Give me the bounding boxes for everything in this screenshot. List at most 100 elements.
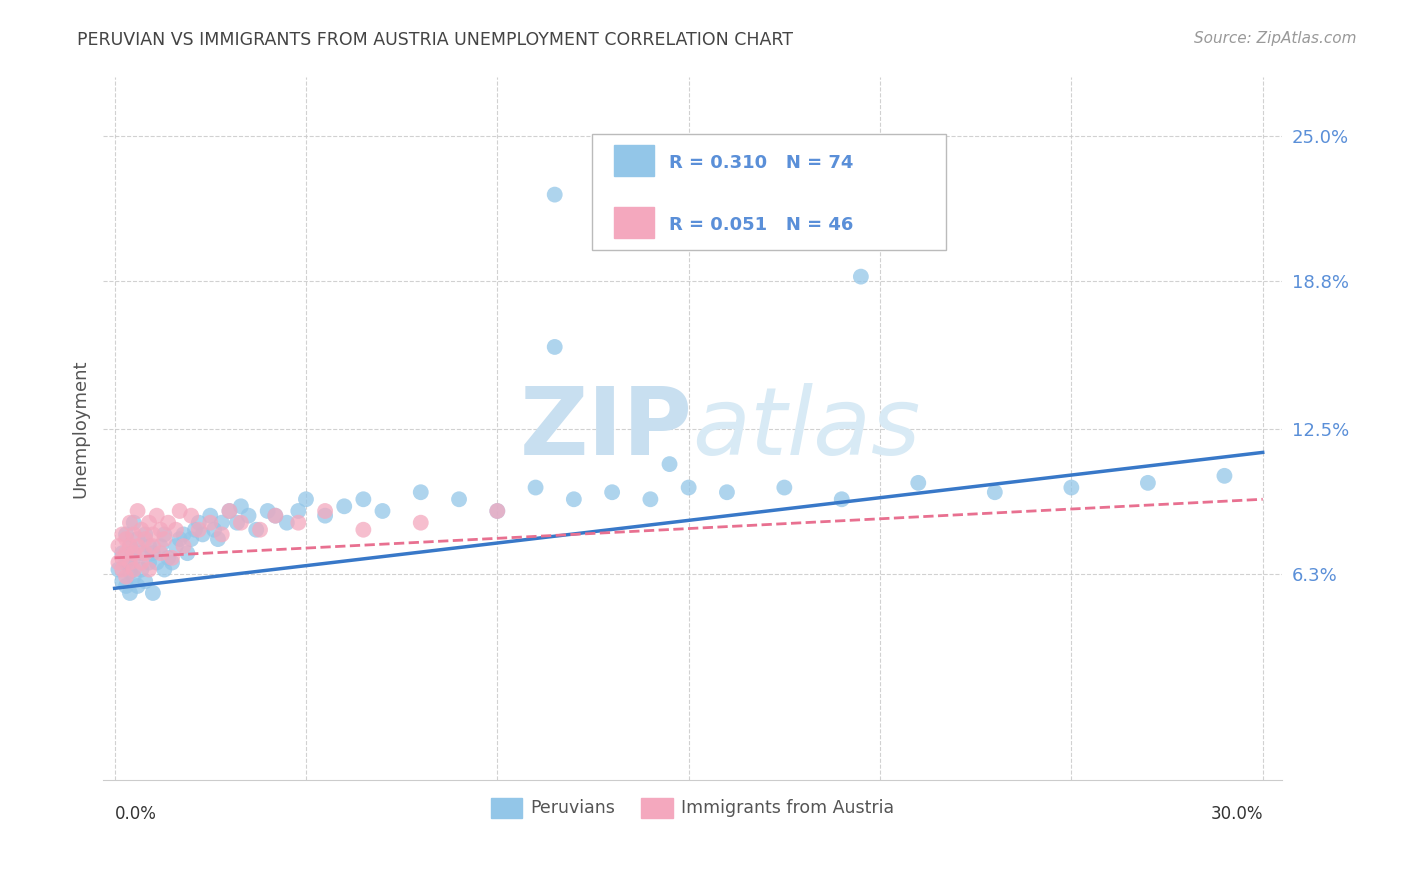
Point	[118, 516, 141, 530]
FancyBboxPatch shape	[613, 145, 654, 176]
Point	[256, 504, 278, 518]
Point	[134, 546, 156, 560]
Point	[111, 574, 134, 589]
Point	[640, 492, 662, 507]
Point	[200, 508, 222, 523]
Text: atlas: atlas	[693, 384, 921, 475]
Point	[118, 586, 141, 600]
Point	[211, 516, 233, 530]
Point	[562, 492, 585, 507]
Point	[773, 481, 796, 495]
Point	[544, 340, 567, 354]
Text: PERUVIAN VS IMMIGRANTS FROM AUSTRIA UNEMPLOYMENT CORRELATION CHART: PERUVIAN VS IMMIGRANTS FROM AUSTRIA UNEM…	[77, 31, 793, 49]
Point	[229, 500, 252, 514]
Point	[107, 556, 129, 570]
Point	[115, 579, 138, 593]
Point	[111, 550, 134, 565]
Point	[314, 508, 336, 523]
Point	[118, 539, 141, 553]
Text: ZIP: ZIP	[520, 383, 693, 475]
Point	[160, 556, 183, 570]
Point	[111, 563, 134, 577]
Point	[127, 539, 149, 553]
FancyBboxPatch shape	[613, 207, 654, 238]
Point	[409, 485, 432, 500]
Point	[1213, 468, 1236, 483]
Point	[145, 556, 167, 570]
Point	[218, 504, 240, 518]
Point	[134, 527, 156, 541]
FancyBboxPatch shape	[592, 134, 946, 250]
Point	[149, 523, 172, 537]
Point	[111, 527, 134, 541]
Point	[157, 550, 180, 565]
Point	[226, 516, 249, 530]
Point	[127, 504, 149, 518]
Point	[191, 527, 214, 541]
Point	[153, 563, 176, 577]
Point	[165, 539, 187, 553]
Point	[131, 546, 153, 560]
Point	[118, 565, 141, 579]
Point	[409, 516, 432, 530]
Point	[173, 539, 195, 553]
Point	[176, 546, 198, 560]
Point	[142, 539, 165, 553]
Point	[115, 527, 138, 541]
Point	[127, 579, 149, 593]
Point	[207, 532, 229, 546]
Point	[115, 546, 138, 560]
Point	[115, 569, 138, 583]
Point	[218, 504, 240, 518]
Point	[447, 492, 470, 507]
Y-axis label: Unemployment: Unemployment	[72, 359, 89, 499]
Point	[295, 492, 318, 507]
Point	[1136, 475, 1159, 490]
Point	[153, 527, 176, 541]
Point	[180, 508, 202, 523]
Point	[142, 586, 165, 600]
Point	[138, 539, 160, 553]
Point	[287, 516, 309, 530]
Point	[122, 569, 145, 583]
Text: 0.0%: 0.0%	[115, 805, 156, 823]
Point	[658, 457, 681, 471]
Point	[180, 532, 202, 546]
Point	[249, 523, 271, 537]
Point	[127, 532, 149, 546]
Point	[287, 504, 309, 518]
Point	[245, 523, 267, 537]
Text: 30.0%: 30.0%	[1211, 805, 1263, 823]
Point	[131, 563, 153, 577]
Point	[907, 475, 929, 490]
Point	[122, 516, 145, 530]
Point	[200, 516, 222, 530]
Point	[716, 485, 738, 500]
Point	[131, 556, 153, 570]
Point	[333, 500, 356, 514]
Point	[229, 516, 252, 530]
Point	[352, 492, 374, 507]
Point	[160, 550, 183, 565]
Point	[138, 556, 160, 570]
Point	[544, 187, 567, 202]
Point	[145, 508, 167, 523]
Point	[115, 556, 138, 570]
Point	[173, 527, 195, 541]
Point	[122, 527, 145, 541]
Point	[138, 516, 160, 530]
Point	[149, 539, 172, 553]
Point	[122, 546, 145, 560]
Point	[1060, 481, 1083, 495]
Point	[165, 523, 187, 537]
Point	[118, 556, 141, 570]
Point	[149, 546, 172, 560]
Point	[486, 504, 509, 518]
Point	[486, 504, 509, 518]
Point	[831, 492, 853, 507]
Text: R = 0.310   N = 74: R = 0.310 N = 74	[669, 153, 853, 171]
Point	[984, 485, 1007, 500]
Point	[107, 563, 129, 577]
Point	[264, 508, 287, 523]
Point	[153, 532, 176, 546]
